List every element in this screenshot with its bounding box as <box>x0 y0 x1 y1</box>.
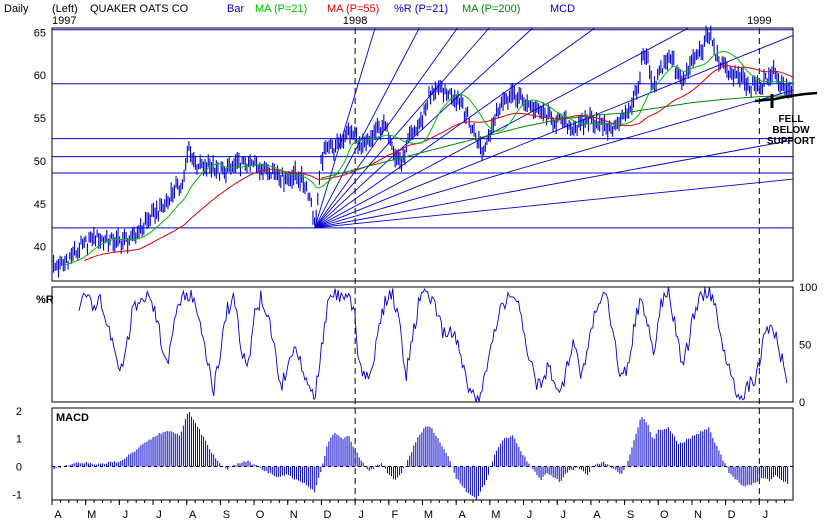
month-label: J <box>560 509 566 521</box>
month-label: A <box>459 509 467 521</box>
price-tick-label: 60 <box>34 70 46 82</box>
annotation-text: SUPPORT <box>767 136 815 147</box>
month-label: O <box>660 509 669 521</box>
axis-side-label: (Left) <box>52 3 78 15</box>
month-label: N <box>290 509 298 521</box>
month-label: J <box>123 509 129 521</box>
macd-tick-label: -1 <box>12 489 22 501</box>
month-label: N <box>694 509 702 521</box>
fan-trend-line <box>314 178 794 229</box>
month-label: M <box>87 509 96 521</box>
price-tick-label: 65 <box>34 27 46 39</box>
month-label: F <box>391 509 398 521</box>
macd-title: MACD <box>56 412 89 424</box>
fan-trend-line <box>314 139 794 229</box>
month-label: J <box>358 509 364 521</box>
month-label: J <box>156 509 162 521</box>
month-label: A <box>189 509 197 521</box>
ma55-line <box>83 65 794 262</box>
month-label: M <box>491 509 500 521</box>
fan-trend-line <box>314 27 596 229</box>
ma200-line <box>321 95 787 179</box>
legend-item-bar: Bar <box>227 3 244 15</box>
macd-tick-label: 0 <box>16 462 22 474</box>
fan-trend-line <box>314 27 376 228</box>
year-label: 1998 <box>343 15 367 27</box>
wr-frame <box>51 286 794 403</box>
month-label: J <box>527 509 533 521</box>
year-label: 1999 <box>747 15 771 27</box>
month-label: S <box>223 509 230 521</box>
price-tick-label: 40 <box>34 242 46 254</box>
month-label: M <box>424 509 433 521</box>
price-frame <box>51 27 794 282</box>
month-label: S <box>627 509 634 521</box>
fan-trend-line <box>314 89 794 229</box>
fan-trend-line <box>314 34 794 229</box>
williams-r-panel: %R 0 50 100 <box>36 282 817 409</box>
price-tick-label: 45 <box>34 199 46 211</box>
period-label: Daily <box>4 3 29 15</box>
macd-panel: MACD -1 0 1 2 <box>12 406 794 501</box>
wr-tick-label: 50 <box>799 340 811 352</box>
month-label: A <box>54 509 62 521</box>
month-label: D <box>323 509 331 521</box>
wr-tick-label: 0 <box>799 397 805 409</box>
fan-trend-line <box>314 27 534 229</box>
legend-item-ma55: MA (P=55) <box>327 3 379 15</box>
ma21-line <box>64 50 794 266</box>
fan-trend-line <box>314 27 458 229</box>
company-name: QUAKER OATS CO <box>90 3 189 15</box>
month-label: J <box>763 509 769 521</box>
start-year-label: 1997 <box>52 15 76 27</box>
annotation-text: BELOW <box>772 125 810 136</box>
annotation-text: FELL <box>779 114 804 125</box>
legend-item-macd: MCD <box>550 3 575 15</box>
month-label: D <box>728 509 736 521</box>
legend-item-ma21: MA (P=21) <box>255 3 307 15</box>
macd-tick-label: 1 <box>16 434 22 446</box>
price-tick-label: 50 <box>34 156 46 168</box>
fan-trend-line <box>314 27 420 229</box>
fan-trend-line <box>314 27 490 229</box>
projection-line <box>754 91 818 103</box>
wr-tick-label: 100 <box>799 282 817 294</box>
legend-item-williams-r: %R (P=21) <box>394 3 448 15</box>
wr-title: %R <box>36 294 54 306</box>
month-label: O <box>256 509 265 521</box>
price-tick-label: 55 <box>34 113 46 125</box>
month-label: A <box>593 509 601 521</box>
legend-item-ma200: MA (P=200) <box>462 3 520 15</box>
wr-line <box>78 286 788 403</box>
macd-tick-label: 2 <box>16 406 22 418</box>
fan-trend-line <box>314 27 689 229</box>
